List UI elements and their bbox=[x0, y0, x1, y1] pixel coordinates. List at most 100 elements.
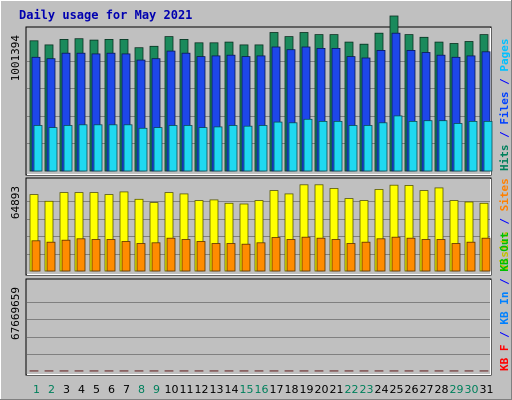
bar-visits-sites-day-6 bbox=[106, 239, 116, 272]
bar-hits-pages-day-16 bbox=[258, 125, 268, 172]
bar-visits-sites-day-14 bbox=[226, 243, 236, 272]
bar-hits-pages-day-25 bbox=[393, 115, 403, 172]
bar-hits-pages-day-18 bbox=[288, 122, 298, 172]
x-tick-label-day-19: 19 bbox=[300, 383, 314, 396]
panel-hits-legend-segment-4: / bbox=[498, 72, 511, 92]
x-tick-label-day-26: 26 bbox=[405, 383, 419, 396]
panel-hits-legend: Hits / Files / Pages bbox=[498, 39, 511, 172]
bar-hits-pages-day-13 bbox=[213, 126, 223, 172]
bar-hits-pages-day-14 bbox=[228, 125, 238, 172]
x-tick-label-day-1: 1 bbox=[33, 383, 40, 396]
bar-visits-sites-day-26 bbox=[406, 237, 416, 272]
x-tick-label-day-21: 21 bbox=[330, 383, 344, 396]
panel-kbytes-legend-segment-4: / bbox=[498, 272, 511, 292]
x-tick-label-day-11: 11 bbox=[180, 383, 194, 396]
x-tick-label-day-3: 3 bbox=[63, 383, 70, 396]
bar-hits-pages-day-20 bbox=[318, 121, 328, 172]
panel-kbytes-background bbox=[25, 278, 492, 376]
panel-kbytes-legend-segment-2: / bbox=[498, 325, 511, 345]
x-tick-label-day-6: 6 bbox=[108, 383, 115, 396]
x-tick-label-day-22: 22 bbox=[345, 383, 359, 396]
bar-hits-pages-day-8 bbox=[138, 127, 148, 172]
bar-hits-pages-day-9 bbox=[153, 127, 163, 172]
bar-visits-sites-day-3 bbox=[61, 239, 71, 272]
panel-visits-legend: Visits / Sites bbox=[498, 178, 511, 271]
x-tick-label-day-17: 17 bbox=[270, 383, 284, 396]
x-tick-label-day-9: 9 bbox=[153, 383, 160, 396]
bar-visits-sites-day-7 bbox=[121, 241, 131, 272]
bar-visits-sites-day-9 bbox=[151, 242, 161, 272]
bar-hits-pages-day-27 bbox=[423, 120, 433, 172]
bar-hits-pages-day-12 bbox=[198, 127, 208, 172]
x-tick-label-day-18: 18 bbox=[285, 383, 299, 396]
x-tick-label-day-4: 4 bbox=[78, 383, 85, 396]
panel-kbytes-max-label: 67669659 bbox=[9, 287, 22, 340]
bar-visits-sites-day-10 bbox=[166, 237, 176, 272]
bar-visits-sites-day-29 bbox=[451, 243, 461, 272]
x-tick-label-day-5: 5 bbox=[93, 383, 100, 396]
x-tick-label-day-24: 24 bbox=[375, 383, 389, 396]
bar-hits-pages-day-26 bbox=[408, 121, 418, 172]
bar-visits-sites-day-28 bbox=[436, 239, 446, 272]
x-tick-label-day-2: 2 bbox=[48, 383, 55, 396]
bar-visits-sites-day-24 bbox=[376, 238, 386, 272]
x-tick-label-day-27: 27 bbox=[420, 383, 434, 396]
bar-visits-sites-day-8 bbox=[136, 243, 146, 272]
panel-kbytes-legend: KB F / KB In / KB Out bbox=[498, 232, 511, 371]
panel-hits-legend-segment-1: Hits bbox=[498, 145, 511, 172]
bar-hits-pages-day-28 bbox=[438, 120, 448, 172]
bar-hits-pages-day-15 bbox=[243, 125, 253, 172]
bar-hits-pages-day-31 bbox=[483, 121, 493, 172]
bar-visits-sites-day-12 bbox=[196, 241, 206, 272]
panel-visits-max-label: 64893 bbox=[9, 186, 22, 219]
panel-hits-max-label: 1001394 bbox=[9, 35, 22, 82]
bar-visits-sites-day-5 bbox=[91, 239, 101, 272]
bar-visits-sites-day-30 bbox=[466, 241, 476, 272]
bar-visits-sites-day-15 bbox=[241, 243, 251, 272]
panel-visits-legend-segment-3: Sites bbox=[498, 178, 511, 211]
x-tick-label-day-16: 16 bbox=[255, 383, 269, 396]
bar-hits-pages-day-19 bbox=[303, 118, 313, 172]
bar-hits-pages-day-10 bbox=[168, 125, 178, 172]
bar-hits-pages-day-2 bbox=[48, 127, 58, 172]
chart-title: Daily usage for May 2021 bbox=[19, 8, 192, 22]
bar-hits-pages-day-6 bbox=[108, 124, 118, 172]
x-tick-label-day-13: 13 bbox=[210, 383, 224, 396]
x-tick-label-day-31: 31 bbox=[480, 383, 494, 396]
x-tick-label-day-29: 29 bbox=[450, 383, 464, 396]
x-tick-label-day-14: 14 bbox=[225, 383, 239, 396]
bar-hits-pages-day-7 bbox=[123, 124, 133, 172]
bar-hits-pages-day-5 bbox=[93, 124, 103, 172]
bar-visits-sites-day-23 bbox=[361, 241, 371, 272]
bar-hits-pages-day-22 bbox=[348, 125, 358, 172]
bar-visits-sites-day-2 bbox=[46, 241, 56, 272]
x-tick-label-day-10: 10 bbox=[165, 383, 179, 396]
bar-hits-pages-day-30 bbox=[468, 121, 478, 172]
bar-visits-sites-day-20 bbox=[316, 237, 326, 272]
bar-hits-pages-day-24 bbox=[378, 122, 388, 172]
bar-visits-sites-day-27 bbox=[421, 239, 431, 272]
x-tick-label-day-30: 30 bbox=[465, 383, 479, 396]
bar-hits-pages-day-23 bbox=[363, 125, 373, 172]
panel-kbytes-legend-segment-3: KB In bbox=[498, 292, 511, 325]
x-tick-label-day-25: 25 bbox=[390, 383, 404, 396]
bar-visits-sites-day-4 bbox=[76, 238, 86, 272]
bar-visits-sites-day-19 bbox=[301, 236, 311, 272]
panel-visits-legend-segment-2: / bbox=[498, 211, 511, 231]
panel-hits-legend-segment-3: Files bbox=[498, 92, 511, 125]
bar-hits-pages-day-29 bbox=[453, 123, 463, 172]
x-tick-label-day-20: 20 bbox=[315, 383, 329, 396]
x-tick-label-day-15: 15 bbox=[240, 383, 254, 396]
x-tick-label-day-8: 8 bbox=[138, 383, 145, 396]
bar-visits-sites-day-25 bbox=[391, 236, 401, 272]
x-tick-label-day-28: 28 bbox=[435, 383, 449, 396]
panel-hits-legend-segment-5: Pages bbox=[498, 39, 511, 72]
x-tick-label-day-23: 23 bbox=[360, 383, 374, 396]
bar-hits-pages-day-21 bbox=[333, 121, 343, 172]
bar-visits-sites-day-21 bbox=[331, 239, 341, 272]
panel-kbytes-legend-segment-1: KB F bbox=[498, 345, 511, 372]
panel-hits-legend-segment-2: / bbox=[498, 125, 511, 145]
bar-hits-pages-day-3 bbox=[63, 125, 73, 172]
